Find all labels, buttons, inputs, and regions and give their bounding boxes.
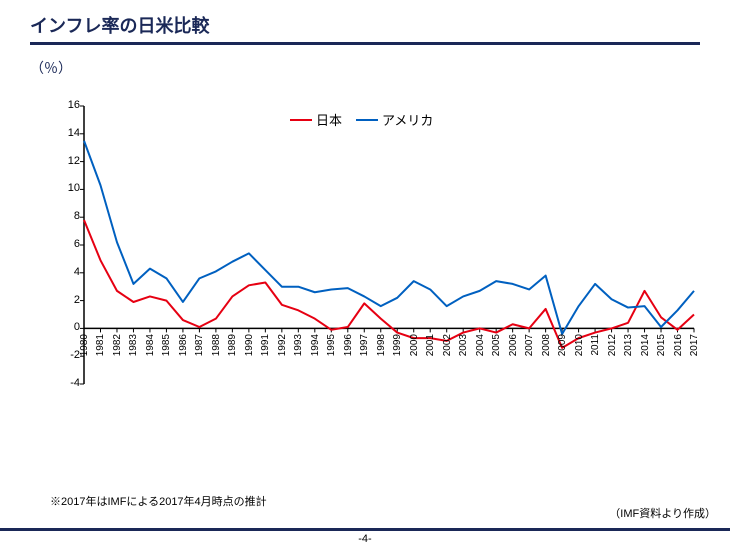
source-citation: （IMF資料より作成） — [609, 505, 716, 521]
ytick: 8 — [54, 210, 80, 222]
xtick: 2012 — [607, 334, 618, 356]
ytick: 12 — [54, 155, 80, 167]
xtick: 1994 — [310, 334, 321, 356]
page-number: -4- — [0, 533, 730, 545]
xtick: 2010 — [574, 334, 585, 356]
xtick: 2001 — [425, 334, 436, 356]
ytick: 2 — [54, 294, 80, 306]
legend-label-japan: 日本 — [316, 110, 342, 129]
xtick: 1998 — [376, 334, 387, 356]
xtick: 1987 — [194, 334, 205, 356]
bottom-rule — [0, 528, 730, 531]
footnote: ※2017年はIMFによる2017年4月時点の推計 — [50, 493, 267, 509]
xtick: 1981 — [95, 334, 106, 356]
xtick: 2002 — [442, 334, 453, 356]
xtick: 1985 — [161, 334, 172, 356]
ytick: 10 — [54, 182, 80, 194]
xtick: 2014 — [640, 334, 651, 356]
legend-label-usa: アメリカ — [382, 110, 433, 129]
xtick: 2006 — [508, 334, 519, 356]
legend-swatch-usa — [356, 119, 378, 121]
legend-swatch-japan — [290, 119, 312, 121]
chart-svg — [52, 100, 702, 430]
ytick: 4 — [54, 266, 80, 278]
xtick: 2009 — [557, 334, 568, 356]
xtick: 2016 — [673, 334, 684, 356]
xtick: 1991 — [260, 334, 271, 356]
xtick: 1992 — [277, 334, 288, 356]
ytick: -2 — [54, 349, 80, 361]
xtick: 2017 — [689, 334, 700, 356]
xtick: 1993 — [293, 334, 304, 356]
xtick: 1983 — [128, 334, 139, 356]
xtick: 1980 — [79, 334, 90, 356]
ytick: -4 — [54, 377, 80, 389]
ytick: 14 — [54, 127, 80, 139]
legend-item-japan: 日本 — [290, 110, 342, 129]
xtick: 1990 — [244, 334, 255, 356]
xtick: 1988 — [211, 334, 222, 356]
xtick: 2011 — [590, 334, 601, 356]
ytick: 16 — [54, 99, 80, 111]
inflation-chart — [52, 100, 702, 430]
legend-item-usa: アメリカ — [356, 110, 433, 129]
xtick: 2000 — [409, 334, 420, 356]
xtick: 2004 — [475, 334, 486, 356]
y-axis-unit-label: （％） — [30, 58, 72, 78]
xtick: 2005 — [491, 334, 502, 356]
xtick: 2003 — [458, 334, 469, 356]
xtick: 2007 — [524, 334, 535, 356]
title-underline — [30, 42, 700, 45]
xtick: 1982 — [112, 334, 123, 356]
legend: 日本 アメリカ — [290, 110, 433, 129]
xtick: 2008 — [541, 334, 552, 356]
xtick: 1986 — [178, 334, 189, 356]
xtick: 2013 — [623, 334, 634, 356]
xtick: 1989 — [227, 334, 238, 356]
xtick: 1999 — [392, 334, 403, 356]
xtick: 1995 — [326, 334, 337, 356]
xtick: 1997 — [359, 334, 370, 356]
xtick: 1996 — [343, 334, 354, 356]
ytick: 6 — [54, 238, 80, 250]
xtick: 2015 — [656, 334, 667, 356]
xtick: 1984 — [145, 334, 156, 356]
page-title: インフレ率の日米比較 — [30, 12, 209, 38]
ytick: 0 — [54, 321, 80, 333]
